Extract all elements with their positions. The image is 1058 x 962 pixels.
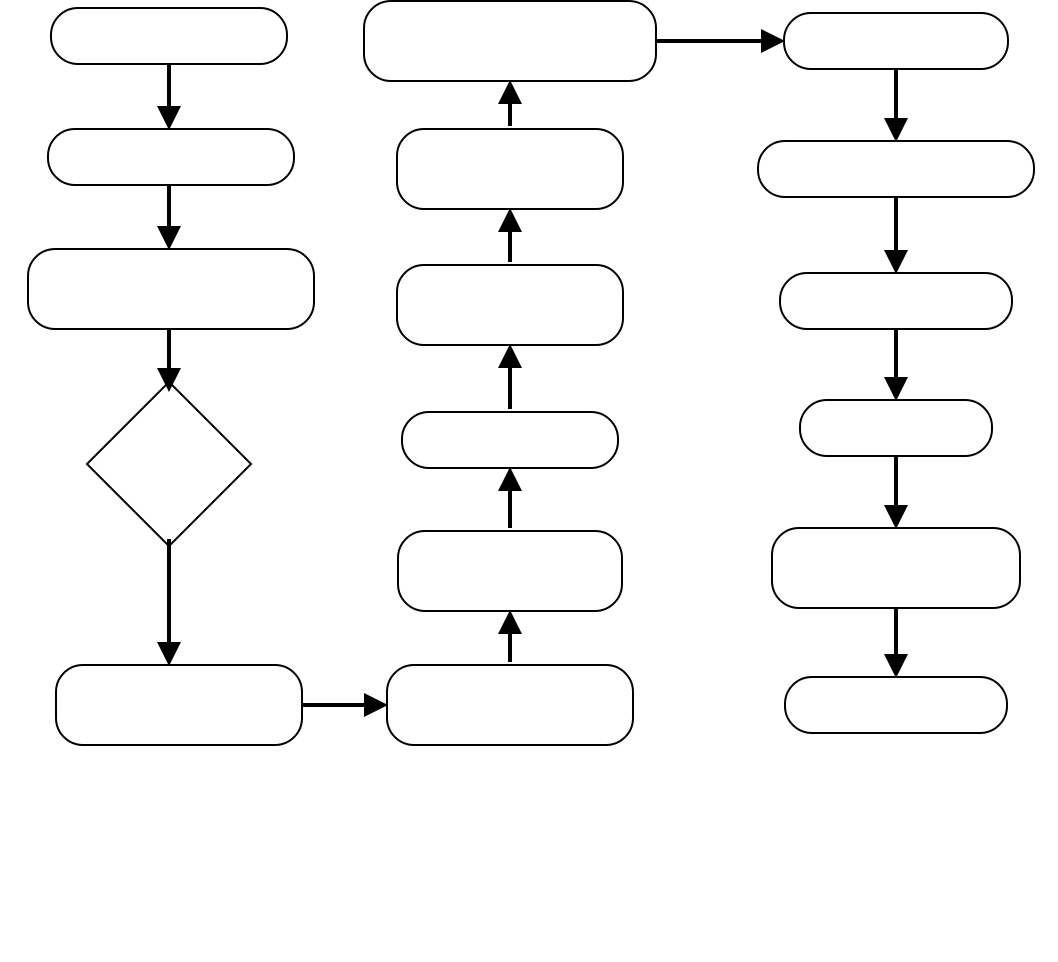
node-datadir-cleanup	[27, 248, 315, 330]
node-register-jmx	[799, 399, 993, 457]
node-restore-local-data	[783, 12, 1009, 70]
node-create-cnxn-factory	[396, 264, 624, 346]
node-session-manager	[757, 140, 1035, 198]
node-file-txn-snaplog	[397, 530, 623, 612]
node-cluster-or-standalone	[92, 382, 246, 546]
node-server-start-done	[784, 676, 1008, 734]
node-start-cnxn-main-thread	[363, 0, 657, 82]
node-init-cnxn-factory	[396, 128, 624, 210]
node-set-server-params	[401, 411, 619, 469]
node-register-zk-instance	[771, 527, 1021, 609]
node-server-stats	[386, 664, 634, 746]
node-parse-config	[47, 128, 295, 186]
node-quorum-peer-main	[50, 7, 288, 65]
node-zookeeper-server	[55, 664, 303, 746]
node-init-request-chain	[779, 272, 1013, 330]
